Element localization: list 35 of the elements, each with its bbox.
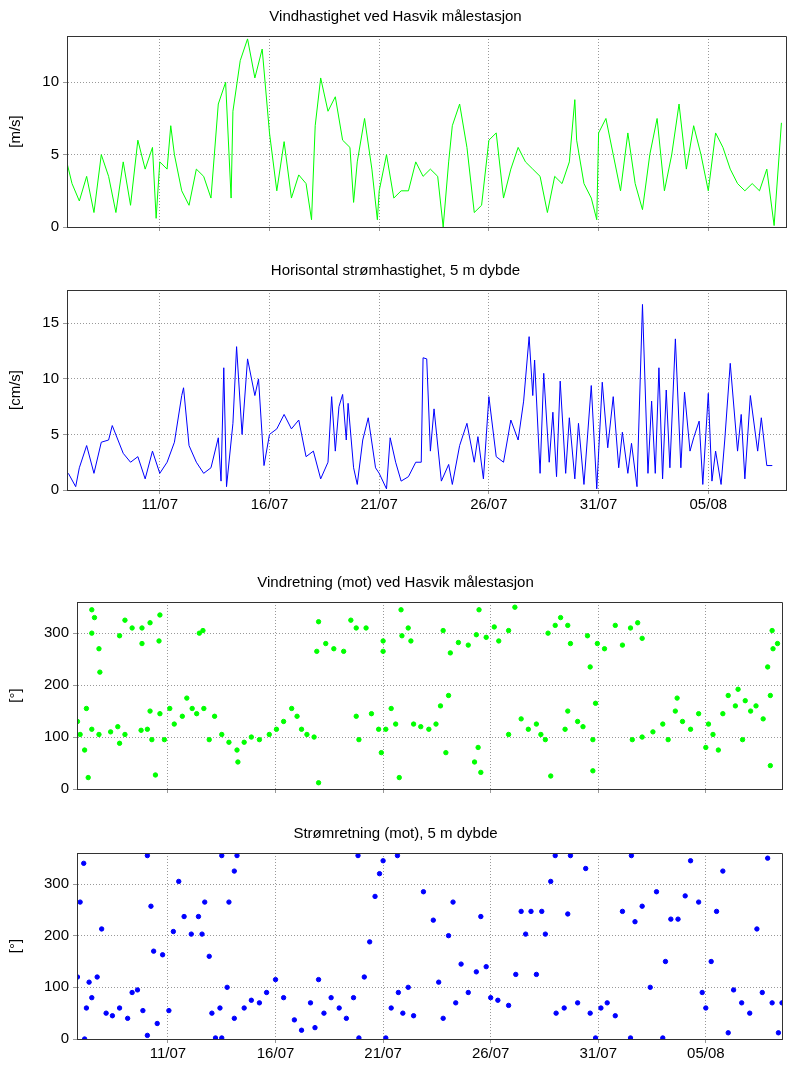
chart-title: Horisontal strømhastighet, 5 m dybde xyxy=(270,261,521,279)
x-tick-label: 21/07 xyxy=(360,495,398,513)
x-tick-label: 31/07 xyxy=(579,1044,618,1062)
y-tick-label: 300 xyxy=(43,874,69,892)
y-axis-title: [°] xyxy=(6,938,24,954)
x-tick-label: 21/07 xyxy=(364,1044,402,1062)
x-tick-label: 05/08 xyxy=(687,1044,725,1062)
y-axis-title: [cm/s] xyxy=(6,370,24,410)
chart-title: Vindretning (mot) ved Hasvik målestasjon xyxy=(257,573,534,591)
chart-title: Vindhastighet ved Hasvik målestasjon xyxy=(269,7,522,25)
x-tick-label: 31/07 xyxy=(579,495,618,513)
chart-title: Strømretning (mot), 5 m dybde xyxy=(293,824,498,842)
y-tick-label: 200 xyxy=(43,925,69,943)
y-tick-label: 300 xyxy=(43,623,69,641)
y-tick-label: 10 xyxy=(42,369,59,387)
y-axis-title: [°] xyxy=(6,688,24,703)
y-tick-label: 100 xyxy=(43,727,69,745)
y-tick-label: 100 xyxy=(43,977,69,995)
y-tick-label: 0 xyxy=(60,1029,69,1047)
x-tick-label: 11/07 xyxy=(149,1044,187,1062)
y-tick-label: 15 xyxy=(42,313,59,331)
x-tick-label: 11/07 xyxy=(141,495,179,513)
y-tick-label: 10 xyxy=(42,72,59,90)
y-axis-title: [m/s] xyxy=(6,115,24,148)
y-tick-label: 200 xyxy=(43,675,69,693)
x-tick-label: 26/07 xyxy=(471,1044,510,1062)
x-tick-label: 05/08 xyxy=(689,495,728,513)
y-tick-label: 0 xyxy=(50,480,59,498)
y-tick-label: 0 xyxy=(60,779,69,797)
x-tick-label: 16/07 xyxy=(256,1044,295,1062)
x-tick-label: 16/07 xyxy=(250,495,289,513)
y-tick-label: 5 xyxy=(50,144,59,162)
x-tick-label: 26/07 xyxy=(470,495,508,513)
y-tick-label: 0 xyxy=(50,217,59,235)
y-tick-label: 5 xyxy=(50,424,59,442)
